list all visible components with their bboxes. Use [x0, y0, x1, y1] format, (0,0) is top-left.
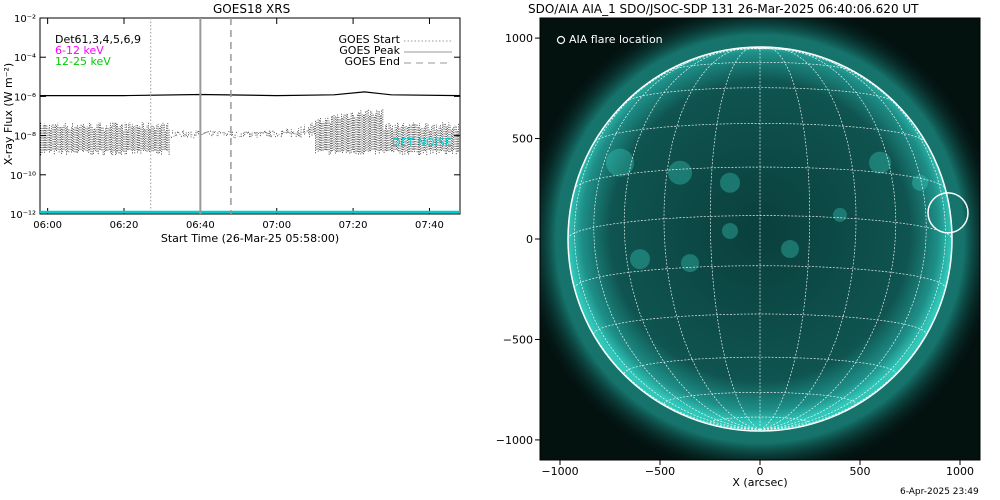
aia-latitude-line — [663, 61, 857, 75]
aia-title: SDO/AIA AIA_1 SDO/JSOC-SDP 131 26-Mar-20… — [528, 2, 919, 16]
aia-longitude-line — [709, 46, 761, 430]
aia-longitude-line — [759, 47, 927, 430]
aia-longitude-line — [759, 47, 857, 430]
goes-legend-start: GOES Start — [338, 33, 400, 46]
goes-xtick-label: 07:20 — [339, 220, 368, 231]
aia-ytick-label: 500 — [512, 133, 533, 146]
goes-ytick-label: 10⁻⁸ — [14, 132, 36, 143]
aia-xtick-label: −500 — [645, 465, 675, 478]
goes-xtick-label: 07:00 — [262, 220, 291, 231]
goes-ytick-label: 10⁻² — [14, 14, 36, 25]
goes-plot-frame — [39, 17, 461, 215]
aia-xtick-label: 0 — [757, 465, 764, 478]
aia-longitude-line — [574, 48, 761, 430]
aia-longitude-line — [663, 47, 761, 430]
aia-latitude-line — [663, 391, 857, 405]
goes-legend-series-1: Det61,3,4,5,6,9 — [55, 33, 142, 46]
goes-legend-series-2: 6-12 keV — [55, 44, 104, 57]
goes-ytick-label: 10⁻¹⁰ — [10, 171, 36, 182]
aia-xtick-label: 1000 — [946, 465, 974, 478]
goes-xtick-label: 07:40 — [415, 220, 444, 231]
aia-active-region — [720, 172, 740, 193]
goes-overlay-label: DET NOISE — [392, 136, 452, 149]
goes-xtick-label: 06:20 — [110, 220, 139, 231]
aia-xtick-label: −1000 — [541, 465, 578, 478]
aia-xtick-label: 500 — [850, 465, 871, 478]
aia-active-region — [606, 148, 634, 177]
aia-active-region — [869, 151, 891, 174]
aia-image-layer — [540, 18, 980, 460]
footer-timestamp: 6-Apr-2025 23:49 — [900, 487, 979, 497]
aia-longitude-line — [623, 47, 761, 430]
goes-legend-peak: GOES Peak — [339, 44, 400, 57]
aia-ytick-label: −500 — [503, 333, 533, 346]
aia-ytick-label: 0 — [526, 233, 533, 246]
aia-active-region — [630, 249, 650, 270]
aia-active-region — [781, 240, 799, 259]
aia-active-region — [833, 207, 847, 222]
aia-legend-marker — [556, 35, 566, 45]
aia-active-region — [668, 160, 692, 185]
goes-title: GOES18 XRS — [213, 2, 291, 16]
aia-xlabel: X (arcsec) — [732, 476, 788, 489]
aia-active-region — [912, 174, 928, 191]
goes-xlabel: Start Time (26-Mar-25 05:58:00) — [160, 232, 340, 245]
goes-xtick-label: 06:00 — [33, 220, 62, 231]
goes-series-line — [40, 91, 461, 97]
aia-active-region — [722, 222, 738, 239]
goes-ytick-label: 10⁻¹² — [10, 210, 36, 221]
goes-xtick-label: 06:40 — [186, 220, 215, 231]
goes-ytick-label: 10⁻⁴ — [14, 53, 36, 64]
aia-ytick-label: 1000 — [505, 32, 533, 45]
goes-ytick-label: 10⁻⁶ — [14, 92, 36, 103]
aia-latitude-line — [623, 87, 897, 105]
aia-active-region — [681, 254, 699, 273]
aia-longitude-line — [759, 46, 811, 430]
goes-legend-end: GOES End — [344, 55, 400, 68]
aia-latitude-line — [709, 416, 811, 424]
aia-longitude-line — [593, 47, 761, 430]
aia-legend: AIA flare location — [569, 33, 663, 46]
aia-longitude-line — [759, 47, 897, 430]
goes-legend-series-3: 12-25 keV — [55, 55, 111, 68]
aia-latitude-line — [574, 265, 946, 289]
aia-ytick-label: −1000 — [496, 434, 533, 447]
aia-flare-circle — [927, 192, 969, 234]
